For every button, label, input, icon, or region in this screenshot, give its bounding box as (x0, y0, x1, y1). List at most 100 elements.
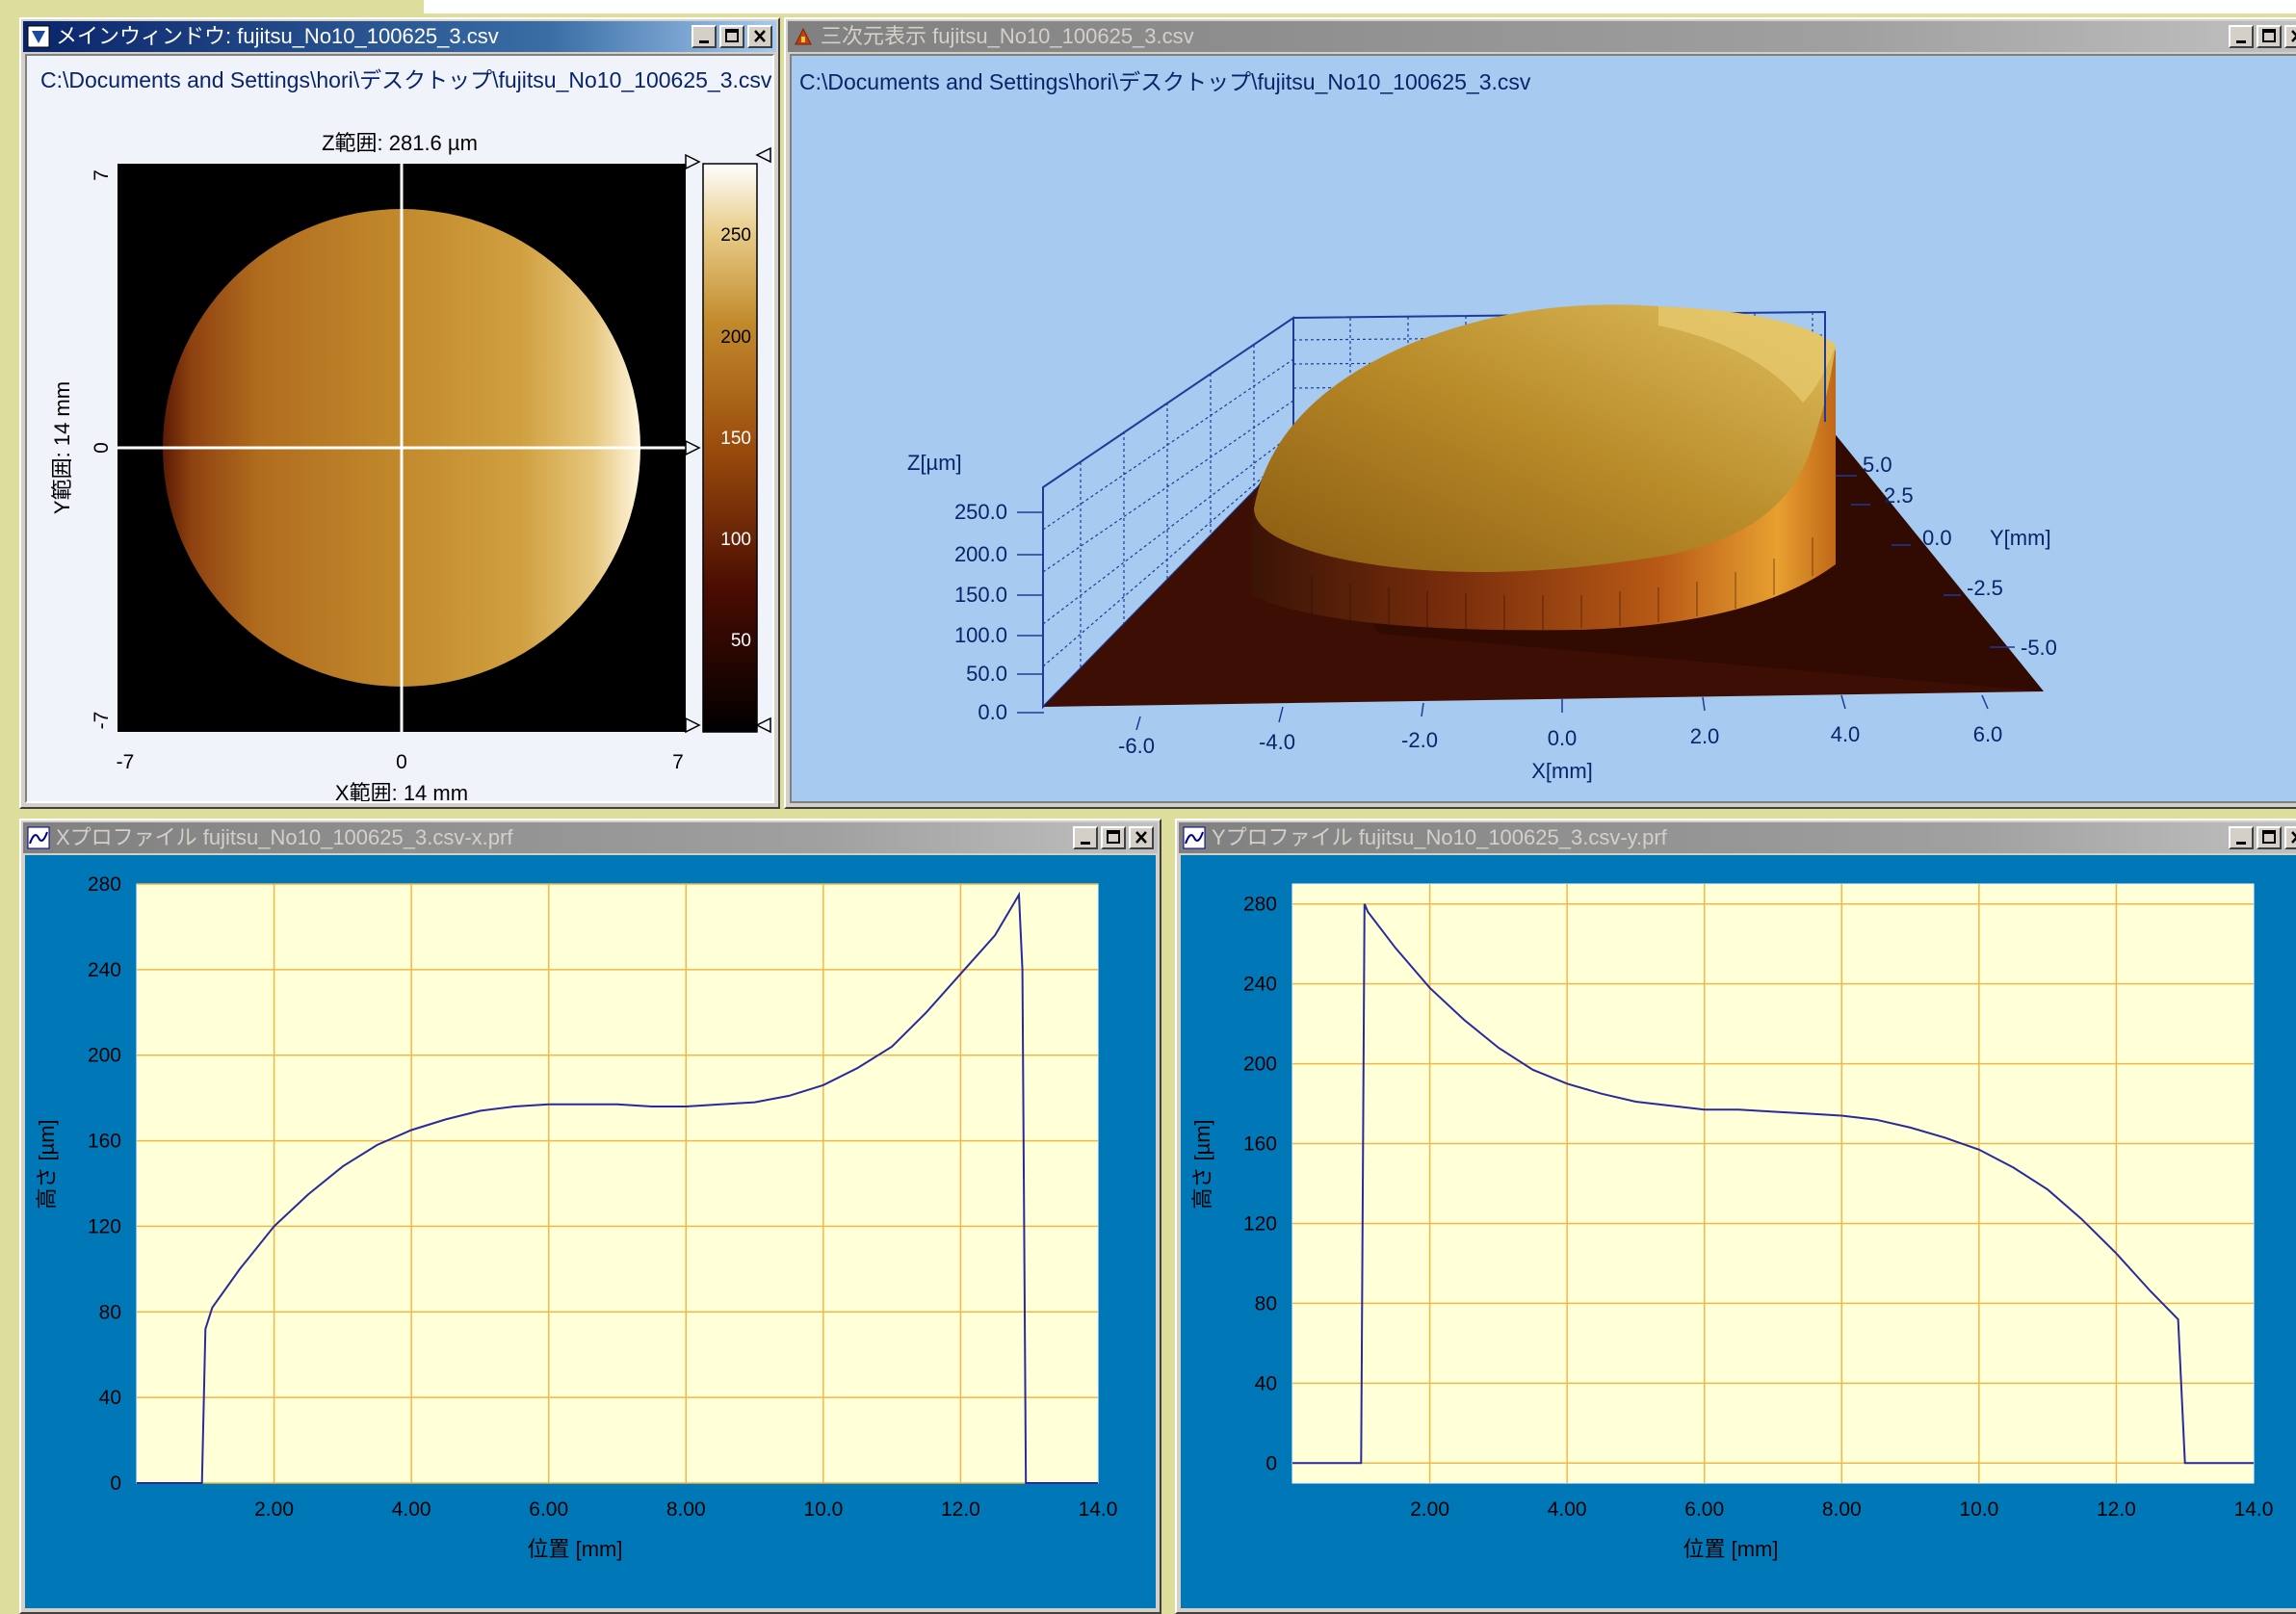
x-tick-label: 2.0 (1690, 724, 1720, 748)
app-icon (27, 25, 50, 48)
view3d-client: C:\Documents and Settings\hori\デスクトップ\fu… (790, 54, 2296, 803)
3d-view-icon (795, 27, 812, 45)
x-tick-label: 6.0 (1973, 722, 2003, 746)
colorbar-tick: 50 (731, 631, 751, 651)
y-tick-label: 160 (1243, 1133, 1277, 1156)
x-tick-mid: 0 (396, 751, 407, 773)
z-axis (1017, 511, 1044, 714)
desktop-top-strip (0, 0, 2296, 13)
z-tick-label: 100.0 (954, 623, 1007, 647)
view3d-titlebar[interactable]: 三次元表示 fujitsu_No10_100625_3.csv (788, 21, 2296, 52)
close-button[interactable] (2284, 826, 2296, 849)
x-axis-label: X[mm] (1531, 759, 1593, 783)
y-axis-label: Y[mm] (1990, 526, 2051, 550)
main-window-client: C:\Documents and Settings\hori\デスクトップ\fu… (25, 54, 774, 803)
close-button[interactable] (2284, 25, 2296, 48)
main-file-path: C:\Documents and Settings\hori\デスクトップ\fu… (40, 67, 772, 92)
z-tick-label: 250.0 (954, 500, 1007, 524)
x-tick-left: -7 (117, 751, 135, 773)
y-tick-label: 280 (1243, 894, 1277, 916)
x-tick-label: 10.0 (1959, 1498, 1998, 1521)
view3d-title: 三次元表示 fujitsu_No10_100625_3.csv (821, 24, 1194, 48)
y-tick-label: 280 (88, 873, 121, 896)
height-map-view[interactable]: Z範囲: 281.6 µm -7 0 7 X範囲: 14 mm 7 0 -7 Y… (27, 56, 774, 803)
x-tick-label: 8.00 (666, 1498, 706, 1521)
x-tick-label: 12.0 (2097, 1498, 2136, 1521)
z-range-label: Z範囲: 281.6 µm (322, 131, 478, 155)
desktop-strip-mark (0, 0, 424, 13)
yprofile-client: 2.00 4.00 6.00 8.00 10.0 12.0 14.0 0 40 80 120 160 2… (1181, 855, 2296, 1608)
disc-top-highlight (1658, 306, 1836, 403)
colorbar-tick: 250 (720, 225, 751, 246)
minimize-button[interactable] (691, 25, 717, 48)
minimize-button[interactable] (2229, 826, 2254, 849)
x-tick-label: 6.00 (529, 1498, 568, 1521)
x-tick-label: -2.0 (1401, 728, 1438, 752)
profile-icon (1183, 826, 1206, 849)
x-tick-label: 12.0 (941, 1498, 980, 1521)
xprofile-titlebar[interactable]: Xプロファイル fujitsu_No10_100625_3.csv-x.prf (23, 822, 1158, 853)
maximize-button[interactable] (2257, 826, 2282, 849)
x-axis (1135, 694, 1989, 731)
x-tick-label: -4.0 (1259, 730, 1295, 754)
x-tick-label: 14.0 (1079, 1498, 1118, 1521)
x-tick-label: 6.00 (1684, 1498, 1724, 1521)
z-tick-label: 200.0 (954, 542, 1007, 566)
y-tick-label: 0 (110, 1472, 121, 1495)
cursor-markers[interactable] (685, 153, 701, 734)
y-profile-chart[interactable]: 2.00 4.00 6.00 8.00 10.0 12.0 14.0 0 40 80 120 160 2… (1181, 855, 2296, 1608)
z-tick-label: 50.0 (966, 662, 1007, 686)
view3d-file-path: C:\Documents and Settings\hori\デスクトップ\fu… (799, 69, 1531, 94)
y-tick-label: 200 (1243, 1054, 1277, 1076)
plot-area[interactable] (136, 883, 1099, 1484)
y-tick-label: 200 (88, 1045, 121, 1067)
close-button[interactable] (747, 25, 772, 48)
x-tick-label: 4.00 (392, 1498, 431, 1521)
minimize-button[interactable] (1073, 826, 1098, 849)
y-tick-mid: 0 (91, 442, 113, 454)
y-tick-top: 7 (91, 169, 113, 181)
x-profile-chart[interactable]: 2.00 4.00 6.00 8.00 10.0 12.0 14.0 0 40 80 120 160 2… (25, 855, 1156, 1608)
profile-icon (27, 826, 50, 849)
y-tick-label: -2.5 (1967, 576, 2003, 600)
x-tick-label: 4.0 (1831, 722, 1861, 746)
view3d-window[interactable]: 三次元表示 fujitsu_No10_100625_3.csv C:\Docum… (784, 17, 2296, 809)
x-tick-right: 7 (672, 751, 684, 773)
y-axis-label: 高さ [µm] (1190, 1119, 1214, 1209)
x-tick-label: 14.0 (2234, 1498, 2274, 1521)
colorbar-range-handles[interactable] (755, 146, 771, 734)
main-window-titlebar[interactable]: メインウィンドウ: fujitsu_No10_100625_3.csv (23, 21, 776, 52)
colorbar-tick: 100 (720, 530, 751, 550)
main-window-title: メインウィンドウ: fujitsu_No10_100625_3.csv (56, 24, 499, 48)
x-tick-label: 2.00 (1410, 1498, 1449, 1521)
y-tick-label: 240 (1243, 974, 1277, 996)
minimize-button[interactable] (2229, 25, 2254, 48)
plot-area[interactable] (1292, 883, 2255, 1484)
z-tick-label: 150.0 (954, 583, 1007, 607)
y-tick-label: -5.0 (2021, 636, 2057, 660)
x-tick-label: 2.00 (254, 1498, 294, 1521)
x-tick-label: 10.0 (803, 1498, 843, 1521)
y-tick-label: 2.5 (1884, 483, 1914, 508)
z-tick-label: 0.0 (978, 700, 1007, 724)
y-tick-bottom: -7 (91, 712, 113, 730)
y-tick-label: 120 (88, 1215, 121, 1237)
maximize-button[interactable] (719, 25, 744, 48)
yprofile-window[interactable]: Yプロファイル fujitsu_No10_100625_3.csv-y.prf … (1175, 819, 2296, 1614)
yprofile-title: Yプロファイル fujitsu_No10_100625_3.csv-y.prf (1212, 825, 1667, 849)
y-tick-label: 240 (88, 959, 121, 981)
xprofile-window[interactable]: Xプロファイル fujitsu_No10_100625_3.csv-x.prf … (19, 819, 1161, 1614)
y-tick-label: 0.0 (1922, 526, 1952, 550)
surface-3d-view[interactable]: Z[µm] 250.0 200.0 150.0 100.0 50.0 0.0 -… (792, 56, 2296, 803)
y-range-label: Y範囲: 14 mm (50, 381, 74, 514)
close-button[interactable] (1129, 826, 1154, 849)
x-tick-label: 8.00 (1822, 1498, 1862, 1521)
colorbar (702, 163, 758, 733)
y-tick-label: 80 (1255, 1292, 1277, 1315)
maximize-button[interactable] (2257, 25, 2282, 48)
yprofile-titlebar[interactable]: Yプロファイル fujitsu_No10_100625_3.csv-y.prf (1179, 822, 2296, 853)
main-window[interactable]: メインウィンドウ: fujitsu_No10_100625_3.csv C:\D… (19, 17, 780, 809)
profile-series-line (137, 891, 1098, 1484)
profile-series-line (1292, 903, 2254, 1465)
maximize-button[interactable] (1101, 826, 1126, 849)
